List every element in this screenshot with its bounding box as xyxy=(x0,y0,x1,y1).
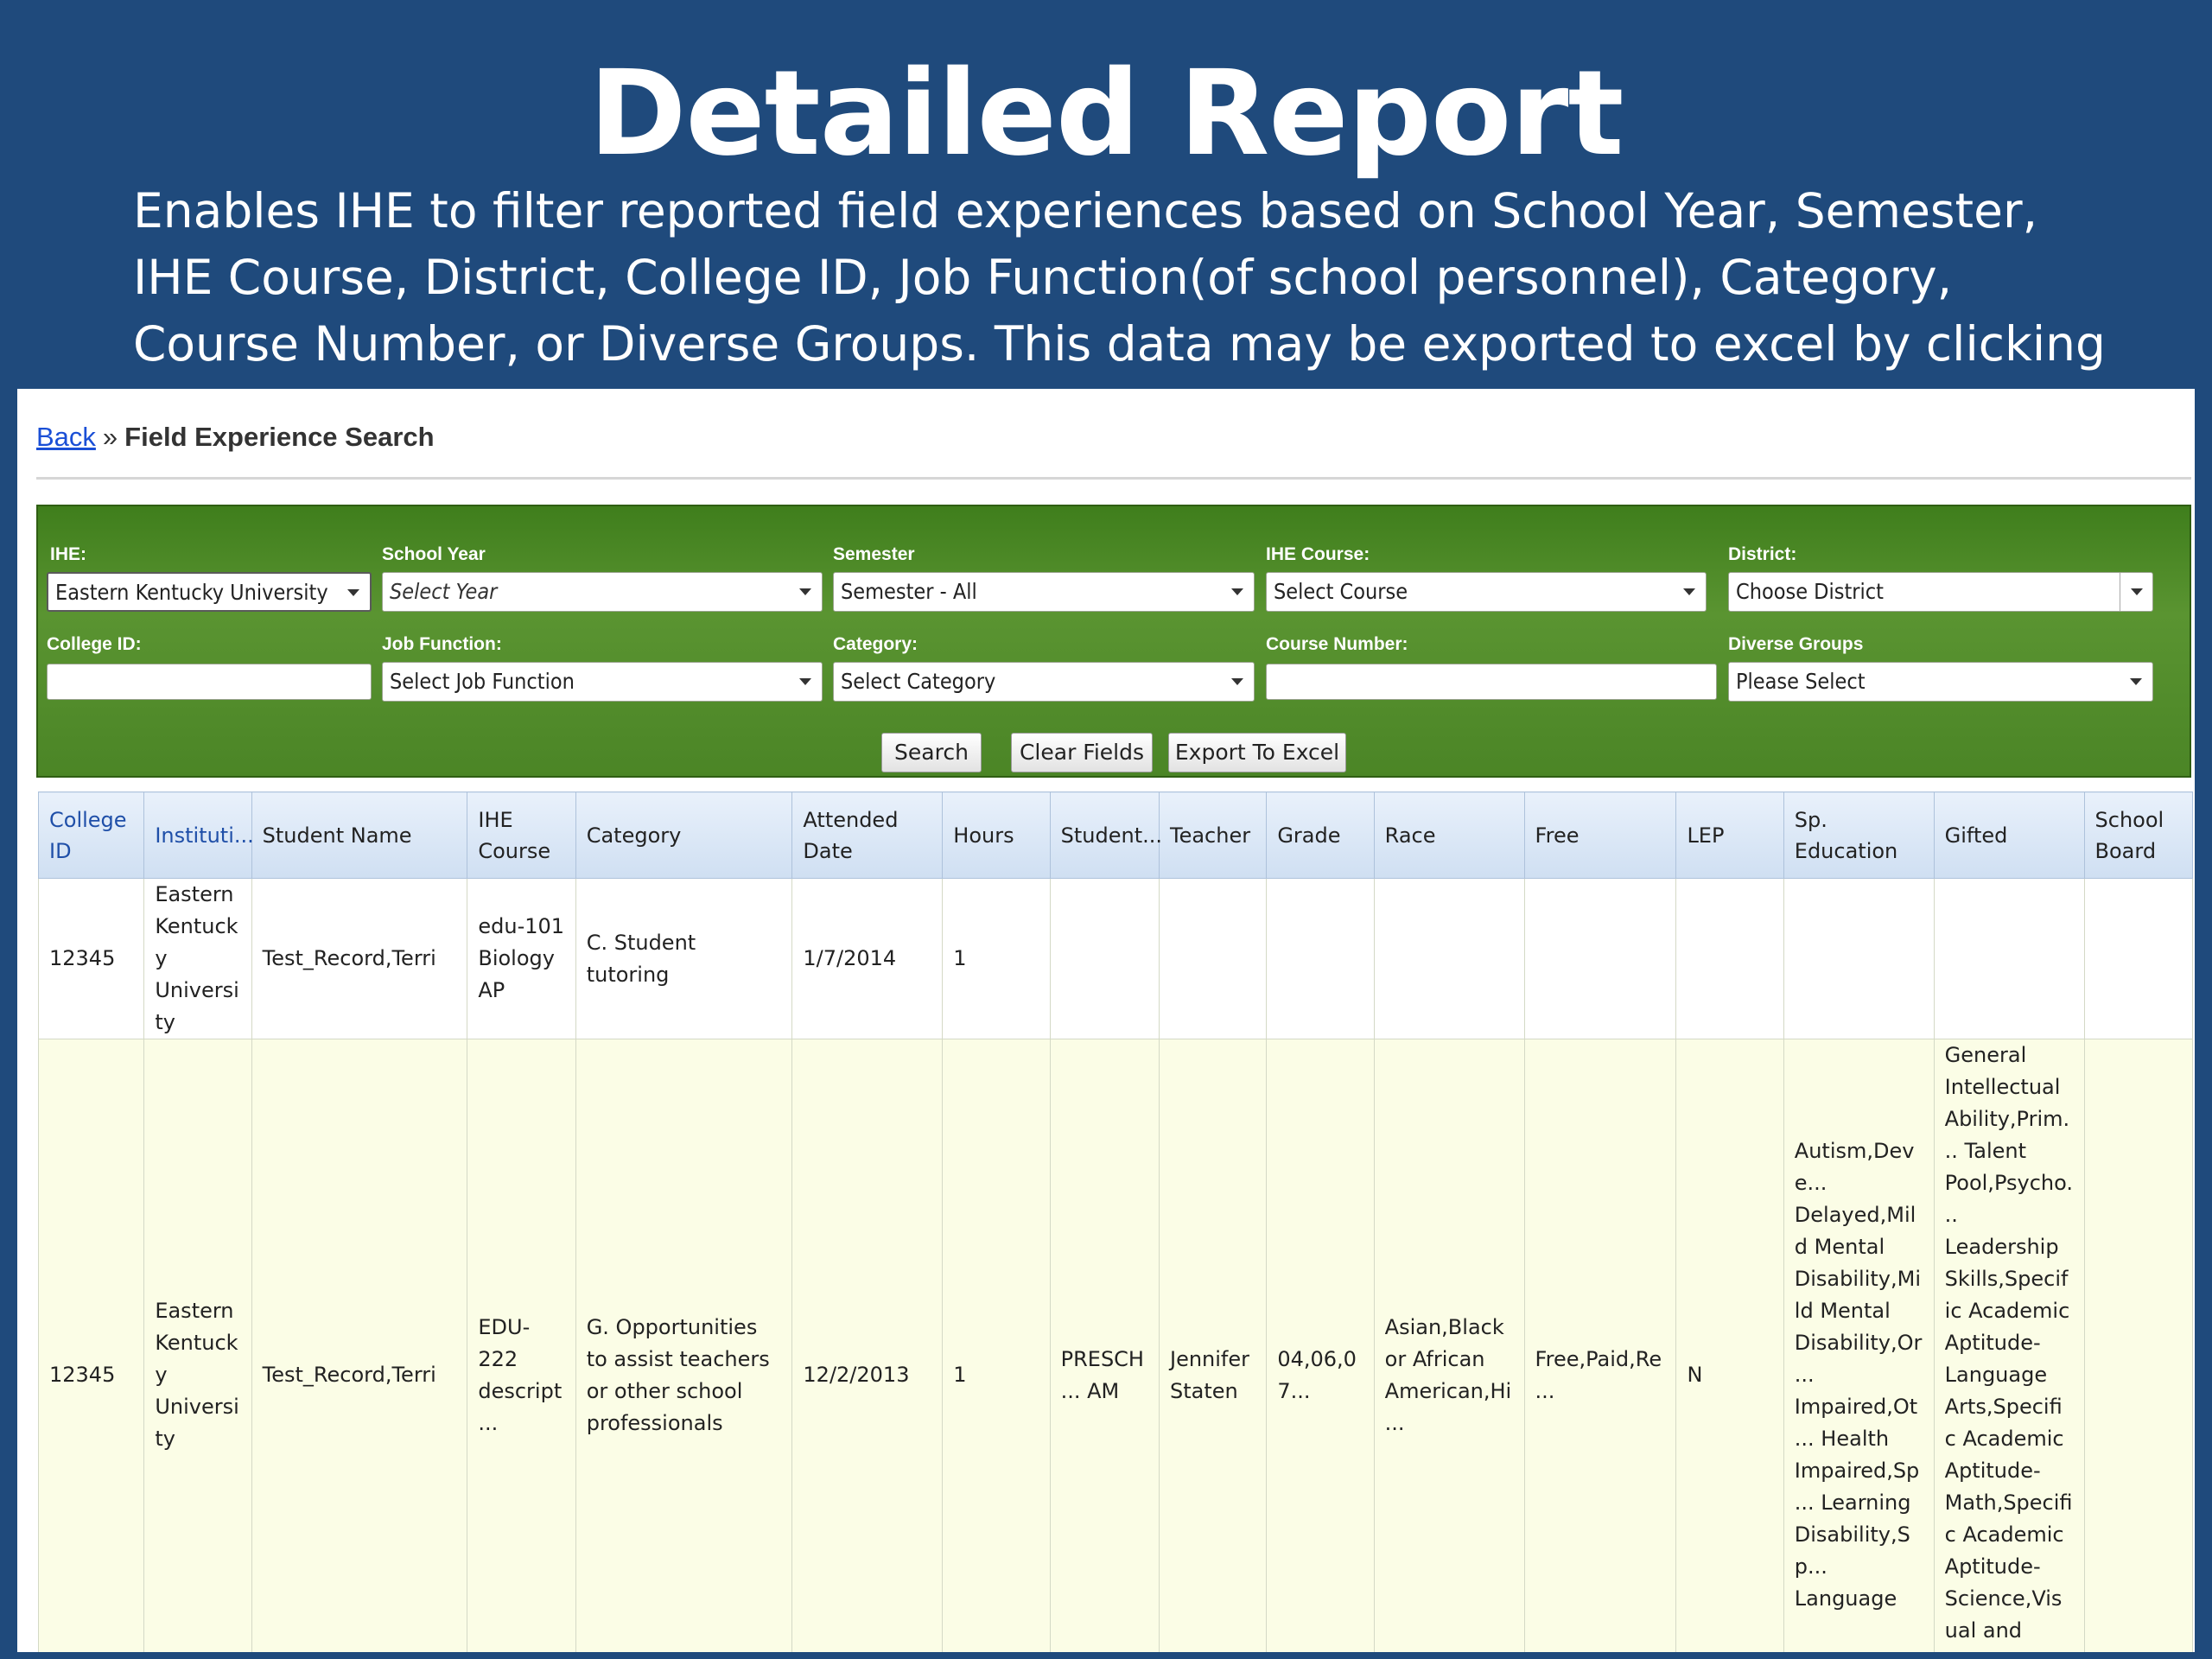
ihe-course-select-value: Select Course xyxy=(1274,579,1408,604)
column-header-race: Race xyxy=(1373,791,1525,879)
clear-fields-button[interactable]: Clear Fields xyxy=(1011,733,1153,772)
district-select-value: Choose District xyxy=(1736,579,1884,604)
column-header-school-board: School Board xyxy=(2083,791,2194,879)
cell-school-board xyxy=(2083,1039,2194,1652)
cell-student-name: Test_Record,Terri xyxy=(251,1039,468,1652)
column-header-gifted: Gifted xyxy=(1933,791,2085,879)
column-header-free: Free xyxy=(1523,791,1677,879)
cell-student xyxy=(1049,878,1160,1039)
filter-panel: IHE: School Year Semester IHE Course: Di… xyxy=(36,505,2191,778)
chevron-down-icon xyxy=(2120,663,2152,701)
column-header-sp-education: Sp. Education xyxy=(1783,791,1935,879)
cell-race: Asian,Black or African American,Hi... xyxy=(1373,1039,1525,1652)
cell-college-id: 12345 xyxy=(37,1039,145,1652)
ihe-select-value: Eastern Kentucky University xyxy=(55,580,328,605)
district-select[interactable]: Choose District xyxy=(1728,572,2153,612)
cell-institution: Eastern Kentucky University xyxy=(143,1039,252,1652)
chevron-down-icon xyxy=(1221,573,1254,611)
column-header-student-name: Student Name xyxy=(251,791,468,879)
cell-college-id: 12345 xyxy=(37,878,145,1039)
chevron-down-icon xyxy=(337,574,370,610)
cell-student-name: Test_Record,Terri xyxy=(251,878,468,1039)
job-function-label: Job Function: xyxy=(382,634,502,654)
search-button[interactable]: Search xyxy=(881,733,982,772)
breadcrumb-divider xyxy=(36,477,2191,480)
semester-select[interactable]: Semester - All xyxy=(833,572,1255,612)
course-number-input[interactable] xyxy=(1266,664,1717,700)
job-function-select-value: Select Job Function xyxy=(390,669,575,694)
ihe-label: IHE: xyxy=(50,544,86,564)
cell-grade xyxy=(1266,878,1375,1039)
diverse-groups-label: Diverse Groups xyxy=(1728,634,1864,654)
semester-label: Semester xyxy=(833,544,915,564)
college-id-label: College ID: xyxy=(47,634,142,654)
slide-title: Detailed Report xyxy=(588,46,1624,182)
column-header-attended-date: Attended Date xyxy=(791,791,944,879)
back-link[interactable]: Back xyxy=(36,422,96,452)
column-header-teacher: Teacher xyxy=(1158,791,1268,879)
job-function-select[interactable]: Select Job Function xyxy=(382,662,823,702)
ihe-select[interactable]: Eastern Kentucky University xyxy=(47,572,372,612)
ihe-course-label: IHE Course: xyxy=(1266,544,1370,564)
category-label: Category: xyxy=(833,634,918,654)
course-number-label: Course Number: xyxy=(1266,634,1408,654)
cell-teacher: Jennifer Staten xyxy=(1158,1039,1268,1652)
cell-school-board xyxy=(2083,878,2194,1039)
results-table: College ID Instituti... Student Name IHE… xyxy=(37,791,2194,1652)
app-screenshot: Back» Field Experience Search IHE: School… xyxy=(17,389,2195,1652)
cell-category: C. Student tutoring xyxy=(575,878,793,1039)
breadcrumb-separator: » xyxy=(102,422,118,452)
cell-race xyxy=(1373,878,1525,1039)
cell-gifted: General Intellectual Ability,Prim... Tal… xyxy=(1933,1039,2085,1652)
column-header-ihe-course: IHE Course xyxy=(467,791,576,879)
cell-ihe-course: EDU-222 descript... xyxy=(467,1039,576,1652)
cell-attended-date: 12/2/2013 xyxy=(791,1039,944,1652)
cell-hours: 1 xyxy=(942,878,1051,1039)
cell-sp-education xyxy=(1783,878,1935,1039)
table-row[interactable]: 12345 Eastern Kentucky University Test_R… xyxy=(37,1039,2194,1652)
export-to-excel-button[interactable]: Export To Excel xyxy=(1168,733,1346,772)
category-select[interactable]: Select Category xyxy=(833,662,1255,702)
cell-ihe-course: edu-101 Biology AP xyxy=(467,878,576,1039)
cell-free xyxy=(1523,878,1677,1039)
diverse-groups-select-value: Please Select xyxy=(1736,669,1866,694)
college-id-input[interactable] xyxy=(47,664,372,700)
cell-student: PRESCH... AM xyxy=(1049,1039,1160,1652)
ihe-course-select[interactable]: Select Course xyxy=(1266,572,1707,612)
cell-teacher xyxy=(1158,878,1268,1039)
chevron-down-icon xyxy=(789,573,822,611)
cell-lep xyxy=(1675,878,1784,1039)
cell-category: G. Opportunities to assist teachers or o… xyxy=(575,1039,793,1652)
cell-hours: 1 xyxy=(942,1039,1051,1652)
chevron-down-icon xyxy=(2120,573,2152,611)
semester-select-value: Semester - All xyxy=(841,579,977,604)
district-label: District: xyxy=(1728,544,1797,564)
chevron-down-icon xyxy=(1221,663,1254,701)
column-header-student: Student... xyxy=(1049,791,1162,879)
cell-sp-education: Autism,Deve... Delayed,Mild Mental Disab… xyxy=(1783,1039,1935,1652)
cell-institution: Eastern Kentucky University xyxy=(143,878,252,1039)
cell-free: Free,Paid,Re... xyxy=(1523,1039,1677,1652)
cell-lep: N xyxy=(1675,1039,1784,1652)
school-year-select[interactable]: Select Year xyxy=(382,572,823,612)
category-select-value: Select Category xyxy=(841,669,996,694)
column-header-lep: LEP xyxy=(1675,791,1784,879)
school-year-label: School Year xyxy=(382,544,486,564)
breadcrumb-current: Field Experience Search xyxy=(124,422,435,452)
column-header-college-id[interactable]: College ID xyxy=(37,791,145,879)
column-header-hours: Hours xyxy=(942,791,1051,879)
column-header-institution[interactable]: Instituti... xyxy=(143,791,254,879)
table-row[interactable]: 12345 Eastern Kentucky University Test_R… xyxy=(37,878,2194,1039)
diverse-groups-select[interactable]: Please Select xyxy=(1728,662,2153,702)
cell-grade: 04,06,07... xyxy=(1266,1039,1375,1652)
chevron-down-icon xyxy=(789,663,822,701)
column-header-grade: Grade xyxy=(1266,791,1375,879)
breadcrumb: Back» Field Experience Search xyxy=(36,422,435,453)
school-year-select-value: Select Year xyxy=(390,579,498,604)
column-header-category: Category xyxy=(575,791,793,879)
cell-attended-date: 1/7/2014 xyxy=(791,878,944,1039)
chevron-down-icon xyxy=(1673,573,1706,611)
table-header-row: College ID Instituti... Student Name IHE… xyxy=(37,791,2194,879)
cell-gifted xyxy=(1933,878,2085,1039)
